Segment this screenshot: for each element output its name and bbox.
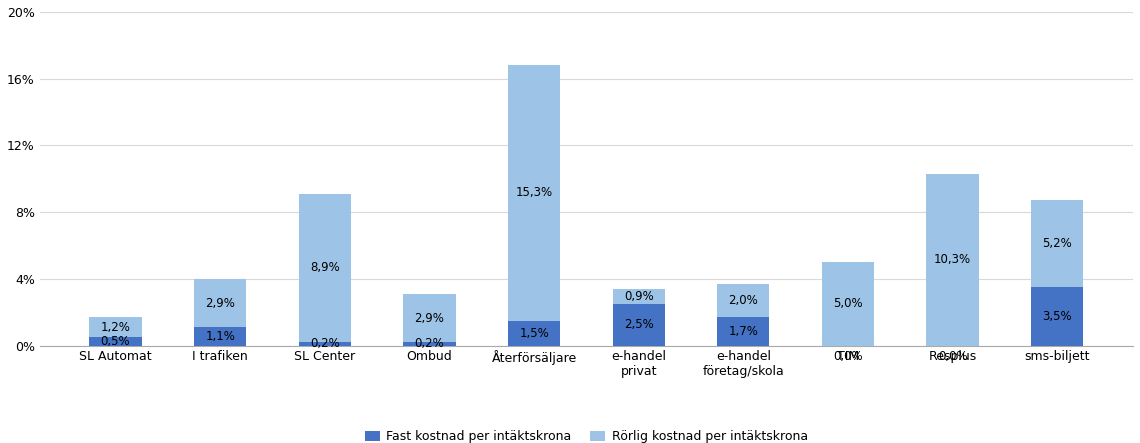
- Text: 1,1%: 1,1%: [205, 330, 235, 343]
- Text: 5,2%: 5,2%: [1042, 237, 1072, 250]
- Text: 0,9%: 0,9%: [624, 290, 653, 303]
- Text: 15,3%: 15,3%: [515, 187, 553, 199]
- Legend: Fast kostnad per intäktskrona, Rörlig kostnad per intäktskrona: Fast kostnad per intäktskrona, Rörlig ko…: [360, 425, 813, 443]
- Bar: [89, 337, 141, 346]
- Text: 1,7%: 1,7%: [728, 325, 758, 338]
- Bar: [89, 317, 141, 337]
- Text: 2,9%: 2,9%: [415, 311, 445, 325]
- Text: 5,0%: 5,0%: [833, 297, 863, 311]
- Bar: [1031, 287, 1083, 346]
- Bar: [299, 342, 351, 346]
- Bar: [508, 65, 560, 321]
- Bar: [508, 321, 560, 346]
- Bar: [822, 262, 874, 346]
- Text: 2,5%: 2,5%: [624, 318, 653, 331]
- Bar: [194, 327, 246, 346]
- Text: 8,9%: 8,9%: [310, 261, 340, 275]
- Text: 3,5%: 3,5%: [1042, 310, 1072, 323]
- Bar: [717, 284, 770, 317]
- Text: 0,2%: 0,2%: [310, 338, 340, 350]
- Text: 2,0%: 2,0%: [728, 294, 758, 307]
- Text: 1,5%: 1,5%: [519, 326, 549, 339]
- Bar: [927, 174, 979, 346]
- Text: 10,3%: 10,3%: [934, 253, 971, 266]
- Text: 2,9%: 2,9%: [205, 296, 235, 310]
- Text: 0,2%: 0,2%: [415, 338, 445, 350]
- Bar: [717, 317, 770, 346]
- Text: 0,0%: 0,0%: [938, 350, 968, 363]
- Bar: [612, 304, 665, 346]
- Text: 1,2%: 1,2%: [100, 321, 130, 334]
- Text: 0,0%: 0,0%: [833, 350, 863, 363]
- Bar: [1031, 200, 1083, 287]
- Bar: [299, 194, 351, 342]
- Text: 0,5%: 0,5%: [100, 335, 130, 348]
- Bar: [404, 294, 456, 342]
- Bar: [404, 342, 456, 346]
- Bar: [194, 279, 246, 327]
- Bar: [612, 289, 665, 304]
